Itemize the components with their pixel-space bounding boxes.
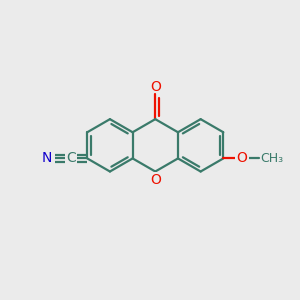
Text: O: O [150, 80, 161, 94]
Text: CH₃: CH₃ [260, 152, 283, 165]
Text: O: O [150, 173, 161, 187]
Text: O: O [237, 152, 248, 165]
Text: C: C [66, 152, 76, 165]
Text: N: N [42, 152, 52, 165]
